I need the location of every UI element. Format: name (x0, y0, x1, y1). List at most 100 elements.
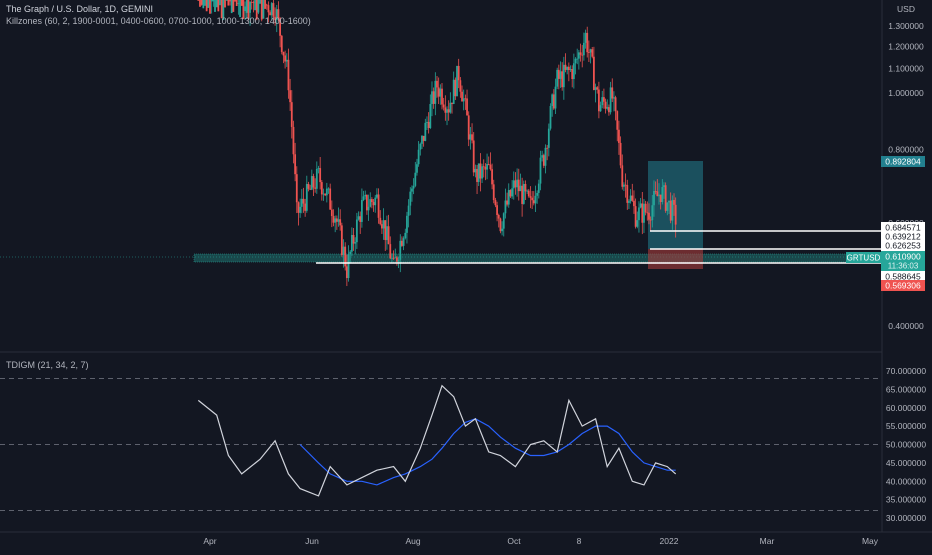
candle-body (294, 154, 297, 175)
candle-body (340, 225, 343, 256)
indicator-label: TDIGM (21, 34, 2, 7) (6, 360, 89, 370)
indicator-axis: 70.000000 65.000000 60.000000 55.000000 50.0… (886, 366, 926, 523)
candle-body (207, 0, 210, 8)
candle-body (372, 202, 375, 206)
candle-body (643, 203, 645, 223)
candle-body (469, 134, 472, 140)
candle-body (471, 134, 473, 141)
indicator-tick-label: 35.000000 (886, 495, 926, 505)
price-countdown-text: 11:36:03 (888, 262, 919, 271)
candle-body (214, 0, 216, 12)
candle-body (592, 56, 595, 90)
candle-body (352, 235, 355, 244)
symbol-tag: GRTUSD (846, 252, 881, 263)
candle-body (407, 205, 410, 216)
candle-body (344, 246, 347, 267)
candle-body (431, 91, 433, 105)
candle-body (427, 121, 430, 128)
candle-body (282, 51, 285, 56)
candle-body (424, 122, 427, 141)
candle-body (421, 135, 423, 144)
killzones-label: Killzones (60, 2, 1900-0001, 0400-0600, … (6, 16, 311, 26)
candle-body (514, 180, 517, 188)
candle-body (329, 188, 332, 210)
candle-body (337, 219, 340, 222)
candle-body (564, 64, 567, 70)
candle-body (666, 202, 669, 211)
candle-body (649, 219, 652, 221)
indicator-legend[interactable]: TDIGM (21, 34, 2, 7) (6, 360, 89, 370)
candle-body (357, 216, 360, 220)
price-tick-label: 1.000000 (888, 88, 924, 98)
candle-body (586, 32, 589, 53)
candle-body (386, 226, 388, 241)
candle-body (466, 98, 468, 116)
candle-body (307, 183, 310, 189)
candle-body (384, 220, 387, 241)
candle-body (542, 155, 545, 166)
candle-body (274, 16, 276, 20)
killzones-legend[interactable]: Killzones (60, 2, 1900-0001, 0400-0600, … (6, 16, 311, 26)
candle-body (524, 183, 527, 192)
candle-body (280, 35, 283, 52)
price-tick-label: 0.400000 (888, 321, 924, 331)
candle-body (619, 142, 622, 166)
candle-body (409, 191, 412, 206)
candle-body (446, 109, 448, 113)
candle-body (302, 198, 305, 204)
candle-body (594, 87, 597, 90)
candle-body (249, 1, 251, 13)
candle-body (484, 166, 487, 170)
candle-body (673, 199, 675, 205)
symbol-legend[interactable]: The Graph / U.S. Dollar, 1D, GEMINI (6, 4, 153, 14)
candle-body (559, 71, 562, 79)
candle-body (494, 200, 497, 206)
candle-body (272, 3, 275, 17)
candle-body (300, 198, 303, 207)
candle-body (527, 190, 530, 197)
candle-body (224, 0, 226, 8)
candle-body (552, 94, 555, 109)
candle-body (234, 0, 236, 2)
candle-body (477, 163, 480, 182)
candle-body (603, 97, 605, 102)
candle-body (674, 204, 677, 225)
candle-body (284, 55, 287, 62)
candle-body (626, 185, 629, 203)
candle-body (354, 242, 357, 244)
candle-body (447, 109, 450, 113)
time-tick-label: May (862, 536, 879, 546)
candle-body (227, 0, 230, 6)
candle-body (406, 215, 408, 233)
candle-body (572, 63, 575, 80)
candle-body (247, 0, 250, 20)
candle-body (606, 107, 609, 109)
candle-body (511, 188, 514, 197)
candle-body (287, 59, 290, 91)
time-axis: Apr Jun Aug Oct 8 2022 Mar May (203, 536, 878, 546)
candle-body (439, 88, 442, 97)
candle-body (257, 0, 260, 13)
candle-body (217, 0, 220, 12)
candle-body (212, 0, 215, 2)
candle-body (399, 240, 402, 260)
candle-body (596, 87, 599, 90)
candle-body (310, 176, 313, 190)
candle-body (636, 220, 639, 227)
candle-body (504, 200, 507, 214)
candle-body (671, 199, 674, 221)
candle-body (668, 200, 670, 203)
candle-body (396, 257, 398, 262)
candle-body (275, 9, 278, 20)
indicator-tick-label: 55.000000 (886, 421, 926, 431)
candle-body (531, 197, 534, 201)
candle-body (557, 69, 560, 79)
candle-body (629, 195, 632, 202)
candle-body (290, 102, 293, 127)
candle-body (614, 97, 617, 112)
price-tick-label: 1.100000 (888, 64, 924, 74)
candle-body (254, 0, 256, 11)
candle-body (519, 185, 522, 192)
